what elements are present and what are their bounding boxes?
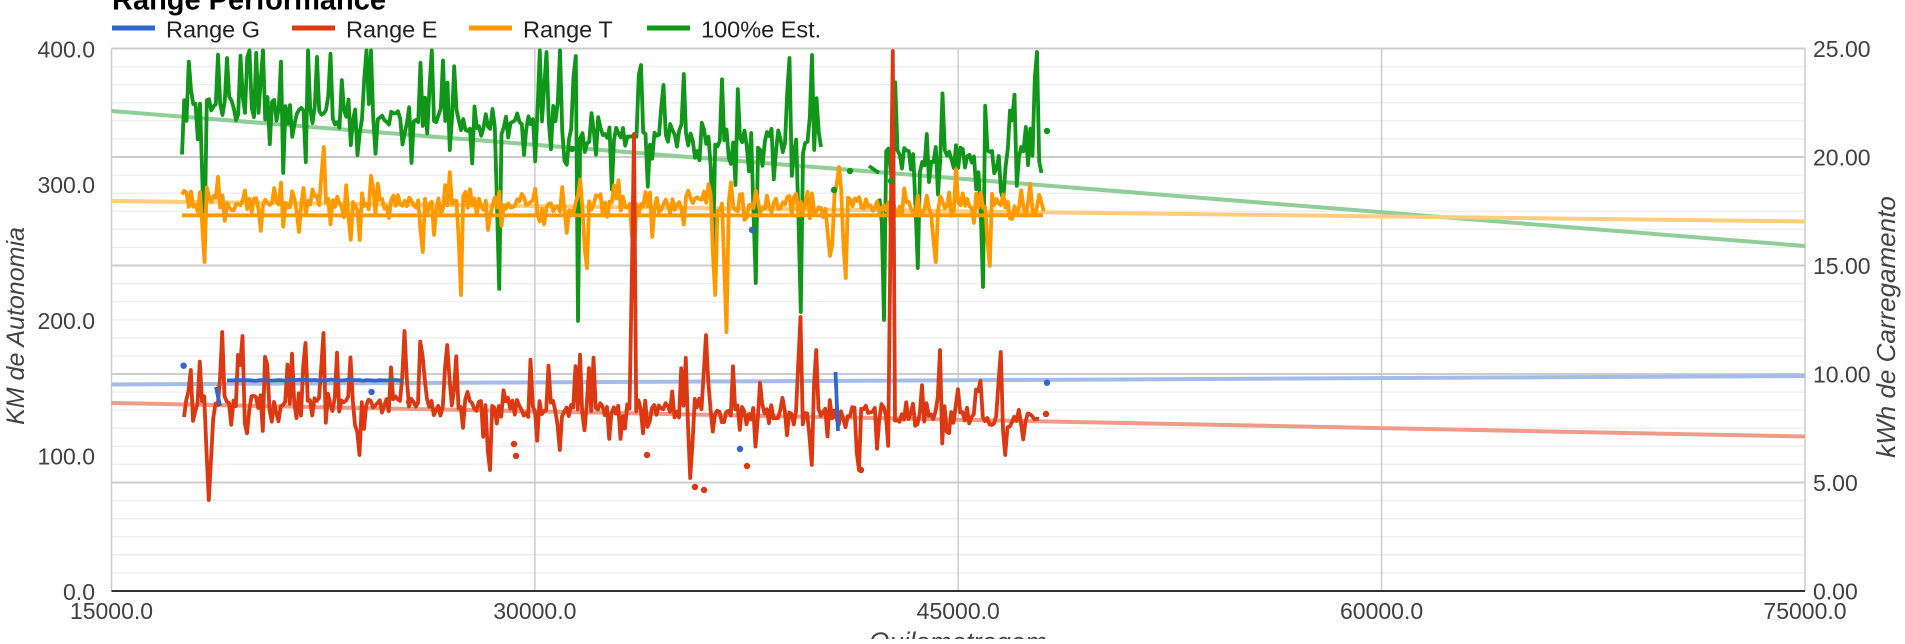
svg-text:Range G: Range G xyxy=(166,17,260,43)
svg-text:20.00: 20.00 xyxy=(1813,145,1871,171)
svg-text:kWh de Carregamento: kWh de Carregamento xyxy=(1871,196,1901,458)
svg-text:300.0: 300.0 xyxy=(37,172,95,198)
svg-text:200.0: 200.0 xyxy=(37,308,95,334)
svg-text:10.00: 10.00 xyxy=(1813,362,1871,388)
svg-text:45000.0: 45000.0 xyxy=(917,598,1000,624)
svg-text:0.0: 0.0 xyxy=(63,579,95,605)
svg-text:60000.0: 60000.0 xyxy=(1340,598,1423,624)
svg-text:100.0: 100.0 xyxy=(37,443,95,469)
svg-text:15.00: 15.00 xyxy=(1813,253,1871,279)
svg-text:15000.0: 15000.0 xyxy=(70,598,153,624)
svg-text:30000.0: 30000.0 xyxy=(493,598,576,624)
svg-text:100%e Est.: 100%e Est. xyxy=(701,17,821,43)
svg-text:KM de Autonomia: KM de Autonomia xyxy=(2,227,30,425)
svg-text:75000.0: 75000.0 xyxy=(1763,598,1846,624)
svg-text:Range Performance: Range Performance xyxy=(112,0,386,17)
svg-text:400.0: 400.0 xyxy=(37,37,95,63)
svg-text:5.00: 5.00 xyxy=(1813,470,1858,496)
svg-text:Quilometragem: Quilometragem xyxy=(869,627,1047,640)
svg-text:Range T: Range T xyxy=(523,17,613,43)
svg-text:0.00: 0.00 xyxy=(1813,579,1858,605)
svg-text:Range E: Range E xyxy=(346,17,437,43)
svg-text:25.00: 25.00 xyxy=(1813,36,1871,62)
